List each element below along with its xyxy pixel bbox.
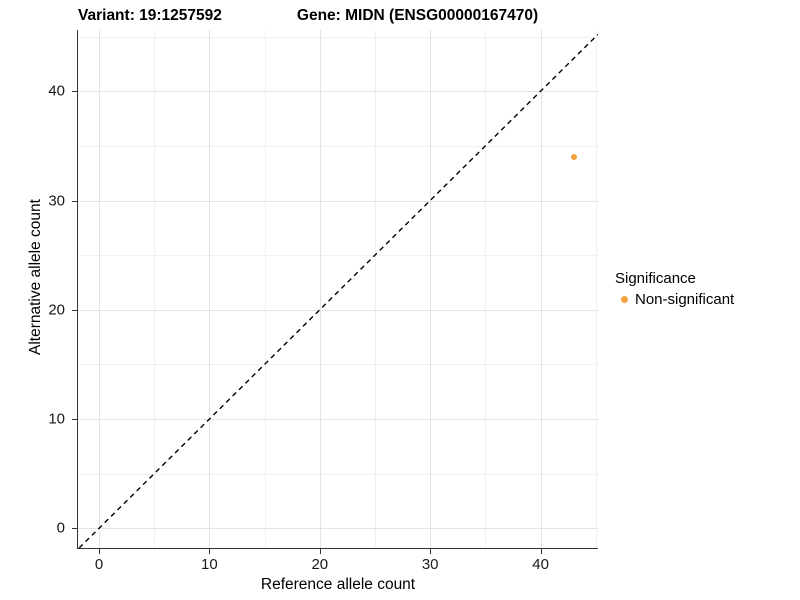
- gridline-vertical-major: [430, 30, 432, 548]
- gridline-vertical-major: [99, 30, 100, 548]
- identity-reference-line: [78, 30, 598, 548]
- x-axis-tick-mark: [319, 549, 321, 554]
- gridline-vertical-minor: [375, 30, 376, 548]
- y-axis-tick-mark: [72, 419, 77, 420]
- gridline-horizontal-major: [78, 200, 598, 202]
- gridline-horizontal-major: [78, 528, 598, 530]
- y-axis-tick-mark: [72, 200, 77, 202]
- gridline-vertical-minor: [264, 30, 266, 548]
- legend: Significance Non-significant: [615, 270, 734, 308]
- y-axis-title: Alternative allele count: [27, 199, 44, 355]
- gridline-horizontal-major: [78, 309, 598, 311]
- x-axis-tick-mark: [430, 549, 432, 554]
- legend-title: Significance: [615, 270, 696, 287]
- y-axis-tick-label: 0: [56, 519, 65, 537]
- y-axis-tick-label: 30: [48, 192, 65, 209]
- x-axis-tick-mark: [99, 549, 100, 554]
- x-axis-tick-mark: [540, 549, 542, 554]
- y-axis-line: [77, 30, 78, 549]
- x-axis-tick-label: 30: [421, 556, 439, 573]
- legend-item-label: Non-significant: [635, 290, 735, 308]
- gene-title: Gene: MIDN (ENSG00000167470): [296, 7, 539, 24]
- legend-dot-icon: [620, 295, 628, 303]
- gridline-vertical-major: [319, 30, 321, 548]
- variant-title: Variant: 19:1257592: [78, 7, 222, 24]
- gridline-horizontal-minor: [78, 145, 598, 147]
- gridline-vertical-minor: [595, 30, 597, 548]
- gridline-vertical-major: [540, 30, 542, 548]
- data-point: [570, 153, 577, 160]
- x-axis-tick-label: 0: [94, 556, 104, 573]
- y-axis-tick-label: 20: [48, 301, 65, 319]
- x-axis-title: Reference allele count: [260, 576, 416, 593]
- y-axis-tick-mark: [72, 91, 77, 93]
- gridline-horizontal-minor: [78, 255, 598, 257]
- x-axis-line: [77, 548, 598, 549]
- chart-title-bar: Variant: 19:1257592 Gene: MIDN (ENSG0000…: [78, 4, 678, 28]
- gridline-horizontal-minor: [78, 36, 598, 38]
- gridline-horizontal-minor: [78, 364, 598, 366]
- plot-panel: [78, 30, 598, 548]
- gridline-vertical-minor: [154, 30, 156, 548]
- y-axis-tick-mark: [72, 309, 77, 311]
- legend-item[interactable]: Non-significant: [615, 290, 734, 308]
- x-axis-tick-mark: [209, 549, 211, 554]
- gridline-horizontal-major: [78, 91, 598, 93]
- legend-entries: Non-significant: [615, 290, 734, 308]
- x-axis-tick-label: 40: [532, 556, 549, 573]
- gridline-horizontal-major: [78, 419, 598, 420]
- x-axis-tick-label: 20: [311, 556, 329, 573]
- gridline-vertical-major: [209, 30, 211, 548]
- y-axis-tick-mark: [72, 528, 77, 530]
- gridline-horizontal-minor: [78, 473, 598, 475]
- legend-key: [615, 290, 633, 308]
- gridline-vertical-minor: [485, 30, 487, 548]
- y-axis-tick-label: 40: [48, 82, 65, 100]
- x-axis-tick-label: 10: [201, 556, 218, 573]
- y-axis-tick-label: 10: [48, 410, 65, 428]
